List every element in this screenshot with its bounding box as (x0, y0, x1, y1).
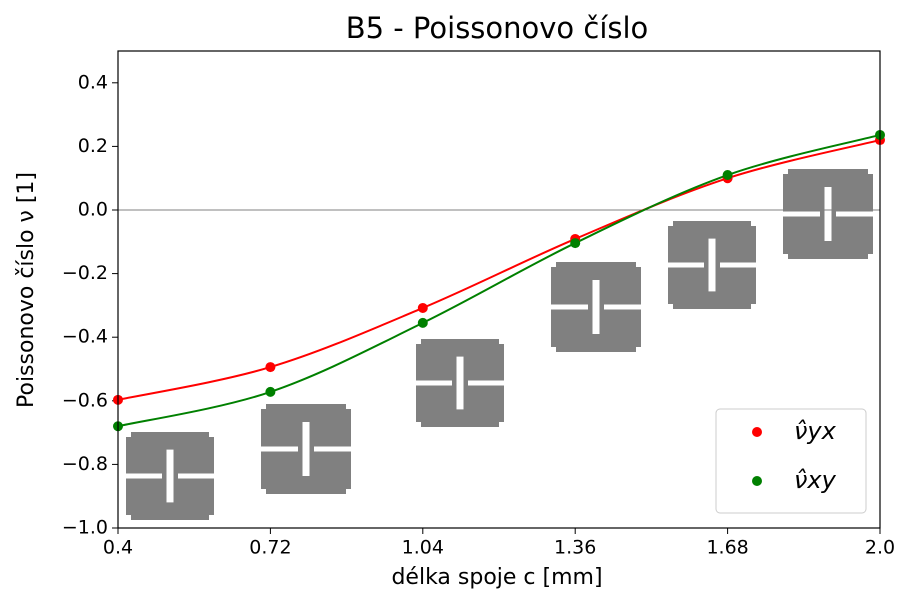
fit-curve (117, 139, 881, 401)
point (417, 317, 428, 328)
slit (166, 449, 174, 503)
y-tick-label: 0.4 (78, 71, 108, 93)
slit (314, 446, 351, 452)
legend-label: ν̂xy (794, 466, 837, 494)
point (417, 302, 428, 313)
point (570, 238, 581, 249)
y-tick-label: 0.2 (78, 135, 108, 157)
legend-box (715, 408, 867, 514)
y-tick-label: 0.0 (78, 199, 108, 221)
slit (836, 211, 873, 217)
y-tick-label: −0.6 (62, 389, 108, 411)
slit (783, 211, 820, 217)
x-tick-label: 2.0 (865, 537, 895, 559)
slit (592, 280, 600, 334)
plot-frame (117, 50, 881, 529)
point (265, 362, 276, 373)
slit (468, 380, 504, 386)
x-tick-label: 1.68 (706, 537, 748, 559)
y-tick-label: −0.4 (62, 326, 108, 348)
slit (261, 446, 298, 452)
slit (178, 473, 214, 479)
legend-marker (752, 427, 762, 437)
slit (456, 356, 464, 410)
slit (720, 262, 756, 268)
icons (126, 169, 873, 520)
legend-marker (752, 476, 762, 486)
fit-curve (117, 133, 881, 428)
slit (668, 262, 704, 268)
chart-title: B5 - Poissonovo číslo (346, 11, 649, 45)
slit (708, 238, 716, 292)
legend-label: ν̂yx (794, 417, 837, 445)
y-tick-label: −0.8 (62, 453, 108, 475)
y-axis-label: Poissonovo číslo ν [1] (14, 172, 39, 408)
point (265, 386, 276, 397)
point (722, 170, 733, 181)
x-tick-label: 1.04 (402, 537, 444, 559)
slit (604, 304, 641, 310)
slit (302, 422, 310, 476)
x-tick-label: 1.36 (554, 537, 596, 559)
x-tick-label: 0.4 (103, 537, 133, 559)
y-tick-label: −0.2 (62, 262, 108, 284)
x-tick-label: 0.72 (249, 537, 291, 559)
slit (126, 473, 162, 479)
slit (416, 380, 452, 386)
slit (551, 304, 588, 310)
x-axis-label: délka spoje c [mm] (391, 565, 602, 590)
y-tick-label: −1.0 (62, 517, 108, 539)
slit (824, 187, 832, 241)
